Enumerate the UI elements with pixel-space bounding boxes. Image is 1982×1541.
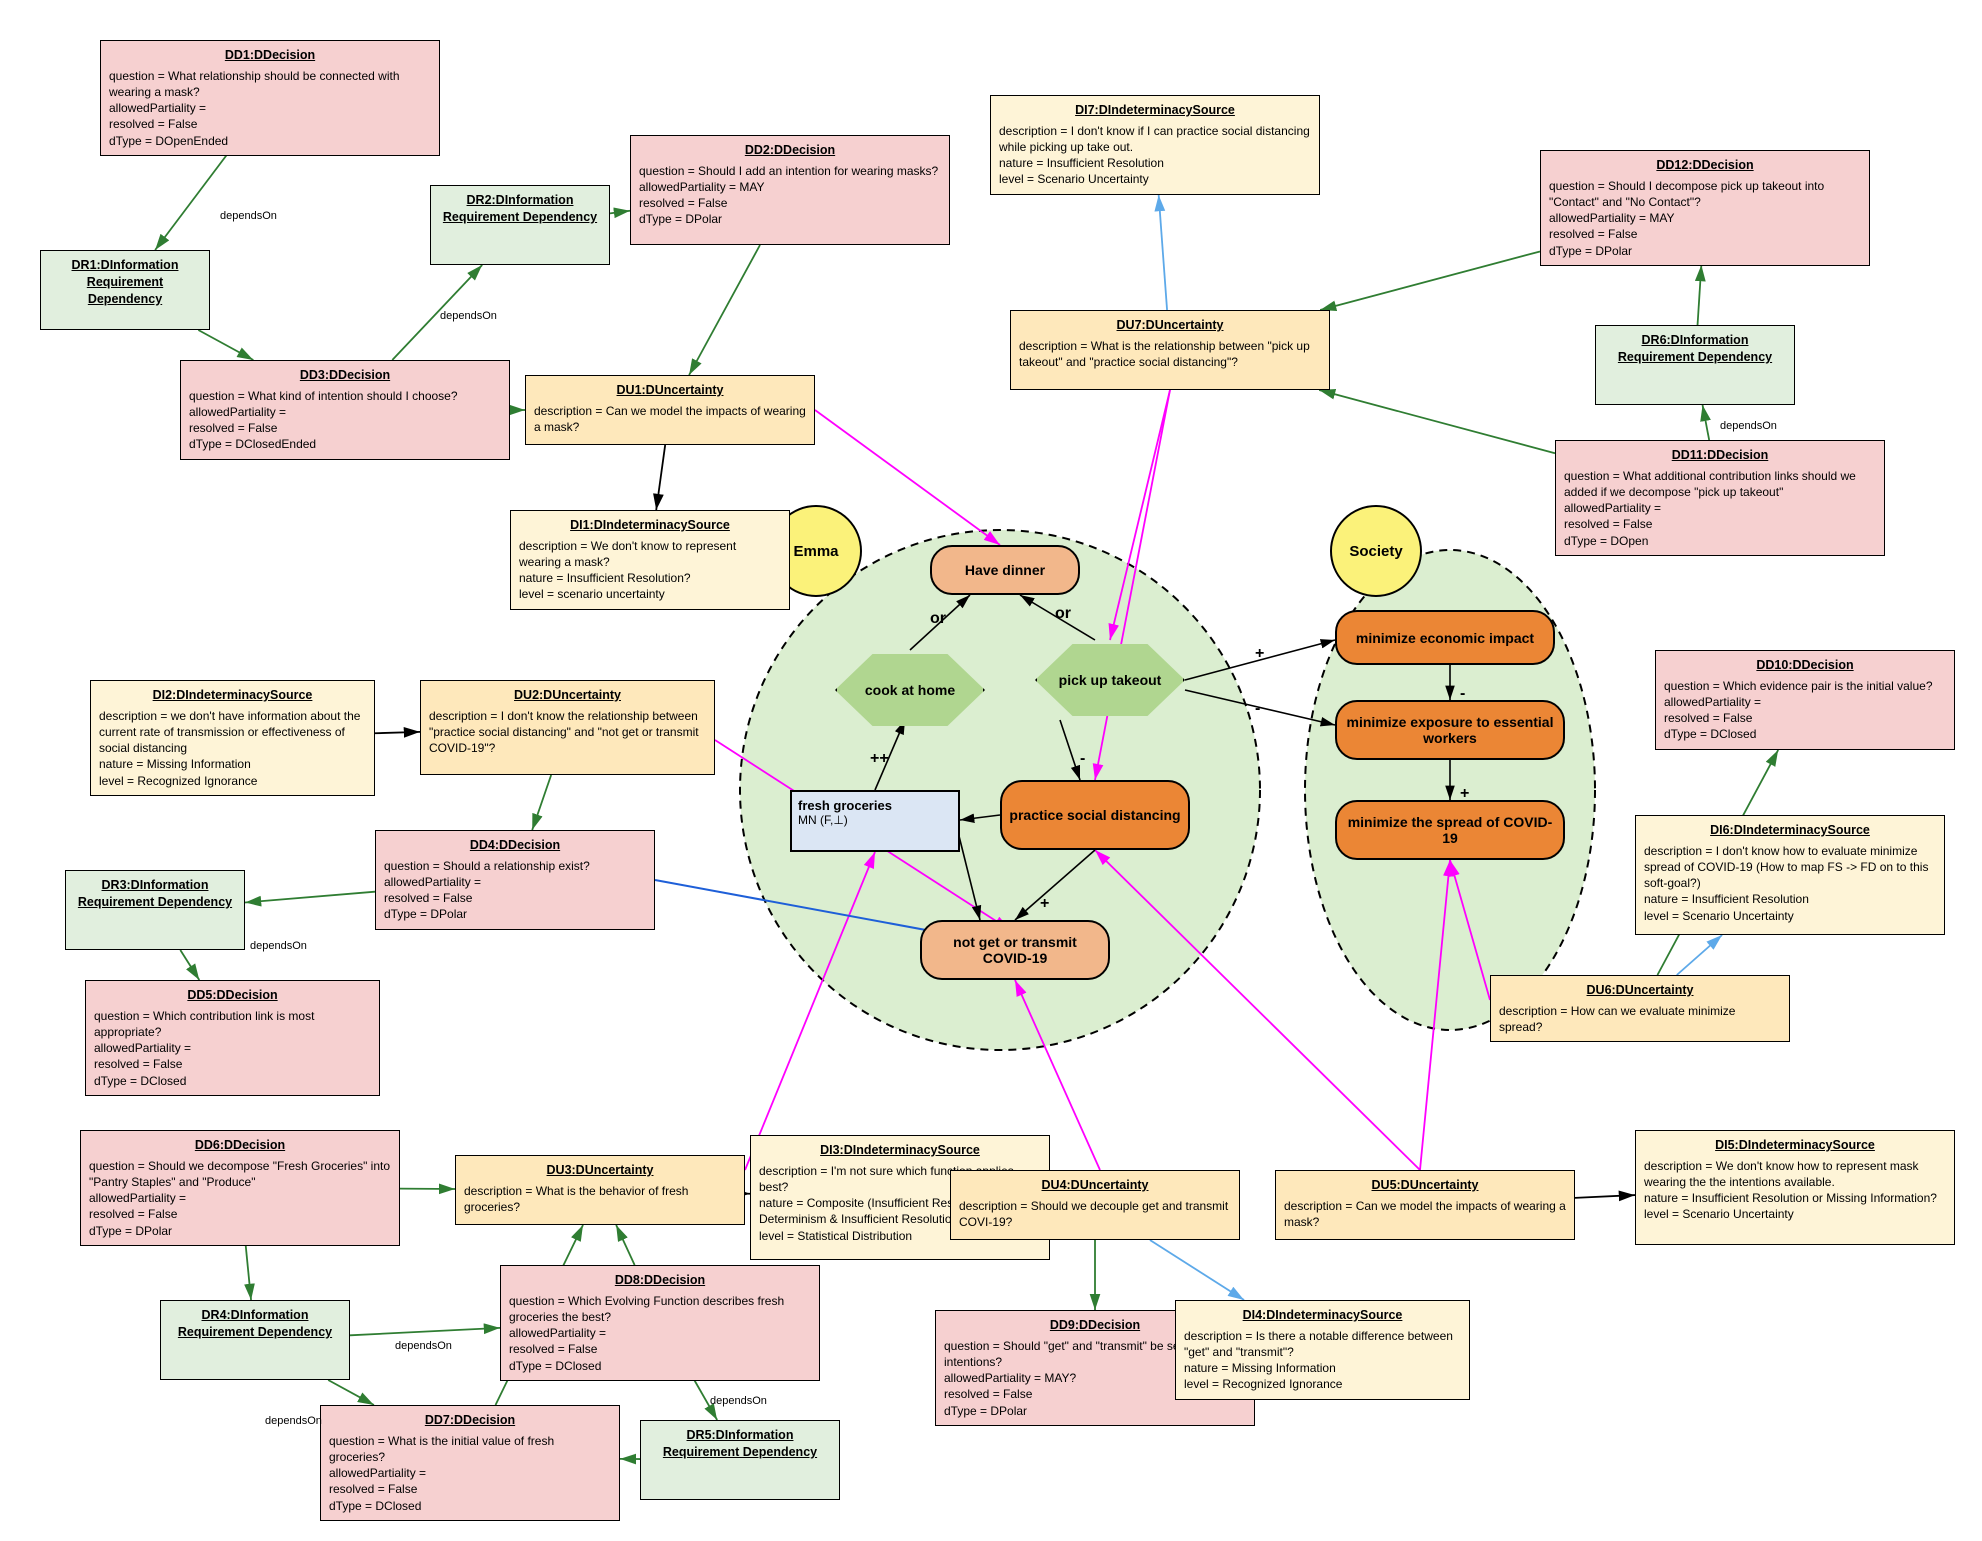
box-dd11: DD11:DDecisionquestion = What additional…: [1555, 440, 1885, 556]
box-dr4: DR4:DInformation Requirement Dependency: [160, 1300, 350, 1380]
edge-label: dependsOn: [265, 1415, 322, 1427]
contribution-label: or: [1055, 605, 1071, 623]
contribution-label: +: [1460, 785, 1469, 803]
edge-label: dependsOn: [250, 940, 307, 952]
box-di1: DI1:DIndeterminacySourcedescription = We…: [510, 510, 790, 610]
edge-label: dependsOn: [395, 1340, 452, 1352]
goal-min-spread: minimize the spread of COVID-19: [1335, 800, 1565, 860]
edge-label: dependsOn: [710, 1395, 767, 1407]
box-du5: DU5:DUncertaintydescription = Can we mod…: [1275, 1170, 1575, 1240]
resource-fresh-groceries: fresh groceries MN (F,⊥): [790, 790, 960, 852]
box-du6: DU6:DUncertaintydescription = How can we…: [1490, 975, 1790, 1042]
task-cook-at-home: cook at home: [835, 650, 985, 730]
edge-label: dependsOn: [220, 210, 277, 222]
box-di2: DI2:DIndeterminacySourcedescription = we…: [90, 680, 375, 796]
contribution-label: ++: [870, 750, 889, 768]
box-dd8: DD8:DDecisionquestion = Which Evolving F…: [500, 1265, 820, 1381]
box-di6: DI6:DIndeterminacySourcedescription = I …: [1635, 815, 1945, 935]
contribution-label: +: [1255, 645, 1264, 663]
box-dr3: DR3:DInformation Requirement Dependency: [65, 870, 245, 950]
box-dd2: DD2:DDecisionquestion = Should I add an …: [630, 135, 950, 245]
goal-min-econ: minimize economic impact: [1335, 610, 1555, 665]
box-du2: DU2:DUncertaintydescription = I don't kn…: [420, 680, 715, 775]
actor-society: Society: [1330, 505, 1422, 597]
box-dr1: DR1:DInformation Requirement Dependency: [40, 250, 210, 330]
box-dd5: DD5:DDecisionquestion = Which contributi…: [85, 980, 380, 1096]
goal-min-exposure: minimize exposure to essential workers: [1335, 700, 1565, 760]
box-dd3: DD3:DDecisionquestion = What kind of int…: [180, 360, 510, 460]
contribution-label: -: [1460, 685, 1465, 703]
contribution-label: -: [1080, 750, 1085, 768]
box-dd12: DD12:DDecisionquestion = Should I decomp…: [1540, 150, 1870, 266]
contribution-label: +: [1040, 895, 1049, 913]
box-dr5: DR5:DInformation Requirement Dependency: [640, 1420, 840, 1500]
contribution-label: or: [930, 610, 946, 628]
box-du7: DU7:DUncertaintydescription = What is th…: [1010, 310, 1330, 390]
box-dd10: DD10:DDecisionquestion = Which evidence …: [1655, 650, 1955, 750]
box-dd4: DD4:DDecisionquestion = Should a relatio…: [375, 830, 655, 930]
box-di7: DI7:DIndeterminacySourcedescription = I …: [990, 95, 1320, 195]
edge-label: dependsOn: [1720, 420, 1777, 432]
box-du3: DU3:DUncertaintydescription = What is th…: [455, 1155, 745, 1225]
box-dr2: DR2:DInformation Requirement Dependency: [430, 185, 610, 265]
goal-not-transmit: not get or transmit COVID-19: [920, 920, 1110, 980]
box-du4: DU4:DUncertaintydescription = Should we …: [950, 1170, 1240, 1240]
box-di4: DI4:DIndeterminacySourcedescription = Is…: [1175, 1300, 1470, 1400]
box-dd6: DD6:DDecisionquestion = Should we decomp…: [80, 1130, 400, 1246]
contribution-label: -: [1255, 700, 1260, 718]
box-dr6: DR6:DInformation Requirement Dependency: [1595, 325, 1795, 405]
box-dd7: DD7:DDecisionquestion = What is the init…: [320, 1405, 620, 1521]
edge-label: dependsOn: [440, 310, 497, 322]
box-di5: DI5:DIndeterminacySourcedescription = We…: [1635, 1130, 1955, 1245]
goal-have-dinner: Have dinner: [930, 545, 1080, 595]
box-du1: DU1:DUncertaintydescription = Can we mod…: [525, 375, 815, 445]
goal-practice-sd: practice social distancing: [1000, 780, 1190, 850]
task-pick-up-takeout: pick up takeout: [1035, 640, 1185, 720]
box-dd1: DD1:DDecisionquestion = What relationshi…: [100, 40, 440, 156]
